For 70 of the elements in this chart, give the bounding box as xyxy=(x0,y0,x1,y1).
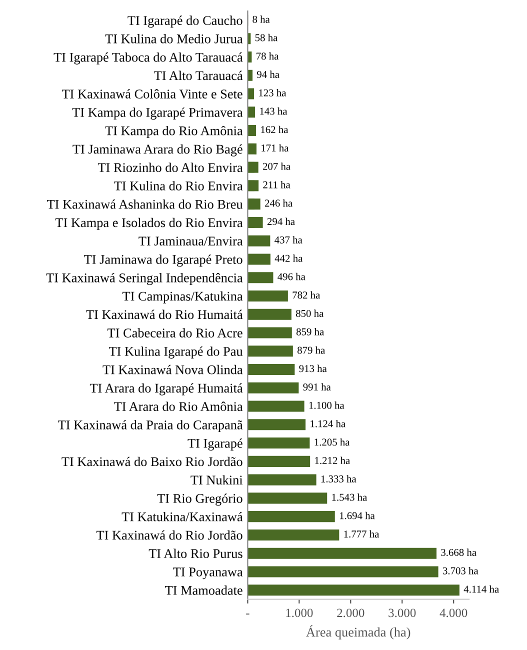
data-label: 442 ha xyxy=(274,254,303,262)
data-label: 207 ha xyxy=(262,162,290,170)
data-label: 913 ha xyxy=(299,364,327,372)
y-tick-label: TI Kaxinawá Ashaninka do Rio Breu xyxy=(47,199,243,209)
y-tick-label: TI Kaxinawá Colônia Vinte e Sete xyxy=(62,89,242,99)
data-label: 94 ha xyxy=(257,70,280,78)
y-tick-label: TI Jaminawa do Igarapé Preto xyxy=(84,254,242,267)
data-label: 162 ha xyxy=(261,126,288,134)
data-label: 123 ha xyxy=(259,89,286,96)
y-tick-label: TI Alto Tarauacá xyxy=(154,70,243,80)
x-axis-title: Área queimada (ha) xyxy=(306,625,410,640)
x-tick-label: - xyxy=(246,614,250,615)
y-tick-label: TI Kulina Igarapé do Pau xyxy=(108,346,243,359)
y-tick-label: TI Alto Rio Purus xyxy=(148,548,242,558)
y-tick-label: TI Poyanawa xyxy=(173,568,243,580)
data-label: 8 ha xyxy=(252,16,270,23)
data-label: 1.694 ha xyxy=(340,512,375,520)
x-tick-label: 4.000 xyxy=(440,608,468,618)
y-tick-label: TI Arara do Igarapé Humaitá xyxy=(90,383,243,396)
data-label: 1.333 ha xyxy=(321,475,356,482)
x-tick-label: 2.000 xyxy=(337,608,364,618)
data-label: 1.543 ha xyxy=(332,493,368,501)
data-label: 246 ha xyxy=(264,199,292,207)
y-tick-label: TI Kulina do Medio Jurua xyxy=(105,34,243,44)
y-tick-label: TI Kampa do Rio Amônia xyxy=(105,126,243,138)
y-tick-label: TI Igarapé do Caucho xyxy=(128,16,242,28)
y-tick-label: TI Kaxinawá da Praia do Carapanã xyxy=(58,420,243,432)
y-tick-label: TI Mamoadate xyxy=(165,586,242,595)
data-label: 171 ha xyxy=(262,144,289,152)
data-label: 879 ha xyxy=(298,346,326,354)
data-label: 3.703 ha xyxy=(442,567,478,574)
data-label: 78 ha xyxy=(256,52,279,60)
y-tick-label: TI Igarapé Taboca do Alto Tarauacá xyxy=(54,52,243,64)
data-label: 4.114 ha xyxy=(464,585,499,593)
y-tick-label: TI Kaxinawá Seringal Independência xyxy=(46,273,243,286)
data-label: 1.205 ha xyxy=(314,438,350,446)
y-tick-label: TI Nukini xyxy=(190,475,243,485)
y-tick-label: TI Jaminawa Arara do Rio Bagé xyxy=(72,144,242,156)
data-label: 991 ha xyxy=(303,383,331,391)
y-tick-label: TI Kaxinawá Nova Olinda xyxy=(102,364,243,374)
data-label: 1.100 ha xyxy=(309,402,344,409)
y-tick-label: TI Kampa do Igarapé Primavera xyxy=(72,108,243,120)
y-tick-label: TI Jaminaua/Envira xyxy=(138,236,243,246)
data-label: 850 ha xyxy=(296,310,324,317)
data-label: 1.124 ha xyxy=(310,420,346,428)
y-tick-label: TI Riozinho do Alto Envira xyxy=(98,162,243,172)
y-tick-label: TI Kaxinawá do Baixo Rio Jordão xyxy=(62,456,242,466)
data-label: 211 ha xyxy=(263,180,290,188)
data-label: 143 ha xyxy=(260,107,288,115)
y-tick-label: TI Kaxinawá do Rio Jordão xyxy=(96,530,242,540)
x-tick-label: 3.000 xyxy=(388,608,416,618)
y-tick-label: TI Arara do Rio Amônia xyxy=(114,402,243,411)
x-tick-label: 1.000 xyxy=(286,608,313,618)
data-label: 3.668 ha xyxy=(441,548,476,556)
data-label: 437 ha xyxy=(274,236,302,244)
y-tick-label: TI Kampa e Isolados do Rio Envira xyxy=(55,218,243,230)
data-label: 859 ha xyxy=(296,328,324,336)
data-label: 496 ha xyxy=(278,272,306,280)
y-tick-label: TI Rio Gregório xyxy=(157,494,242,506)
y-tick-label: TI Campinas/Katukina xyxy=(122,291,243,304)
y-tick-label: TI Katukina/Kaxinawá xyxy=(122,512,243,522)
data-label: 294 ha xyxy=(267,218,295,226)
data-label: 1.212 ha xyxy=(315,456,350,464)
data-label: 1.777 ha xyxy=(344,530,380,538)
y-tick-label: TI Kulina do Rio Envira xyxy=(114,181,243,190)
y-tick-label: TI Cabeceira do Rio Acre xyxy=(108,328,242,338)
y-tick-label: TI Kaxinawá do Rio Humaitá xyxy=(86,310,243,320)
y-tick-label: TI Igarapé xyxy=(188,438,242,450)
data-label: 782 ha xyxy=(292,291,320,299)
data-label: 58 ha xyxy=(255,34,278,42)
